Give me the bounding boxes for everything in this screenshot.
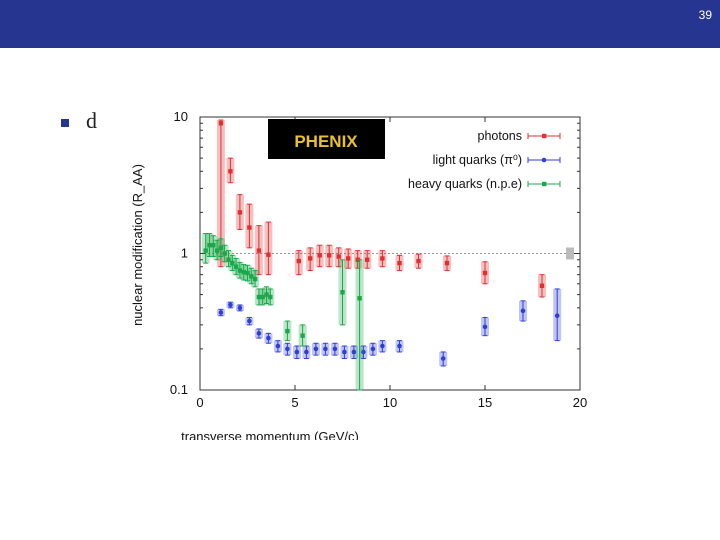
data-point bbox=[264, 292, 269, 297]
data-point bbox=[332, 346, 338, 352]
data-point bbox=[317, 253, 322, 258]
data-point bbox=[237, 268, 243, 273]
data-point bbox=[228, 169, 233, 174]
data-point bbox=[252, 276, 258, 282]
x-tick-label: 10 bbox=[383, 395, 397, 410]
data-point bbox=[539, 283, 545, 288]
data-point bbox=[440, 356, 446, 361]
data-point bbox=[256, 331, 262, 336]
data-point bbox=[218, 121, 224, 126]
data-point bbox=[296, 258, 301, 264]
bullet-marker bbox=[61, 119, 69, 127]
data-point bbox=[300, 333, 305, 338]
data-point bbox=[237, 305, 243, 311]
data-point bbox=[247, 225, 252, 230]
legend-label: light quarks (π⁰) bbox=[433, 153, 522, 167]
data-point bbox=[380, 256, 385, 261]
x-tick-label: 20 bbox=[573, 395, 587, 410]
data-point bbox=[346, 256, 351, 261]
data-point bbox=[342, 349, 347, 355]
data-point bbox=[323, 346, 328, 352]
y-tick-label: 1 bbox=[181, 246, 188, 261]
legend-marker bbox=[541, 157, 547, 163]
data-point bbox=[482, 324, 488, 330]
data-point bbox=[380, 343, 385, 349]
slide-number: 39 bbox=[698, 8, 712, 22]
data-point bbox=[357, 296, 362, 301]
data-point bbox=[203, 248, 208, 253]
data-point bbox=[308, 256, 313, 261]
y-tick-label: 10 bbox=[174, 109, 188, 124]
data-point bbox=[294, 349, 300, 355]
data-point bbox=[361, 349, 366, 355]
data-point bbox=[520, 308, 526, 314]
data-point bbox=[241, 269, 246, 275]
data-point bbox=[327, 253, 332, 258]
data-point bbox=[237, 210, 243, 215]
data-point bbox=[233, 264, 239, 269]
x-axis-label: transverse momentum (GeV/c) bbox=[181, 429, 359, 440]
data-point bbox=[211, 243, 216, 248]
legend-marker bbox=[542, 181, 547, 187]
data-point bbox=[249, 274, 254, 279]
raa-chart: 0 5 10 15 20 0.1 1 10 PHENIX transverse momentu… bbox=[130, 109, 587, 440]
x-tick-label: 0 bbox=[196, 395, 203, 410]
normalization-box bbox=[566, 247, 574, 260]
data-point bbox=[285, 328, 290, 334]
data-point bbox=[416, 258, 421, 264]
data-point bbox=[482, 270, 488, 276]
data-point bbox=[247, 318, 252, 324]
data-point bbox=[397, 260, 402, 266]
data-point bbox=[256, 248, 262, 253]
data-point bbox=[260, 294, 265, 300]
phenix-logo-box bbox=[268, 119, 385, 159]
data-point bbox=[275, 343, 281, 349]
data-point bbox=[351, 349, 357, 355]
data-point bbox=[285, 346, 290, 352]
data-point bbox=[268, 294, 273, 300]
data-point bbox=[218, 245, 224, 251]
data-point bbox=[266, 252, 271, 257]
data-point bbox=[266, 335, 271, 341]
data-point bbox=[218, 310, 224, 315]
y-tick-label: 0.1 bbox=[170, 382, 188, 397]
data-point bbox=[444, 260, 450, 266]
data-point bbox=[226, 257, 231, 262]
x-tick-label: 15 bbox=[478, 395, 492, 410]
data-point bbox=[370, 346, 376, 352]
data-point bbox=[397, 343, 402, 349]
header-bar: 39 bbox=[0, 0, 720, 48]
data-point bbox=[336, 254, 341, 259]
y-axis-label: nuclear modification (R_AA) bbox=[130, 164, 145, 326]
phenix-logo-text: PHENIX bbox=[294, 132, 358, 151]
legend-label: heavy quarks (n.p.e) bbox=[408, 177, 522, 191]
legend-label: photons bbox=[478, 129, 522, 143]
data-point bbox=[230, 260, 235, 266]
data-point bbox=[340, 290, 345, 295]
data-point bbox=[304, 349, 309, 355]
x-tick-label: 5 bbox=[291, 395, 298, 410]
legend: photons light quarks (π⁰) heavy quarks (n.… bbox=[408, 129, 561, 191]
data-point bbox=[256, 294, 262, 300]
data-point bbox=[313, 346, 319, 352]
bullet-text: d bbox=[86, 108, 97, 133]
data-point bbox=[214, 248, 220, 253]
data-point bbox=[554, 313, 560, 319]
data-point bbox=[365, 257, 370, 262]
data-point bbox=[207, 243, 212, 248]
data-point bbox=[245, 270, 250, 276]
plot-layer: 0 5 10 15 20 0.1 1 10 bbox=[170, 109, 587, 410]
data-point bbox=[228, 302, 233, 308]
data-point bbox=[222, 251, 227, 256]
legend-marker bbox=[542, 133, 547, 139]
